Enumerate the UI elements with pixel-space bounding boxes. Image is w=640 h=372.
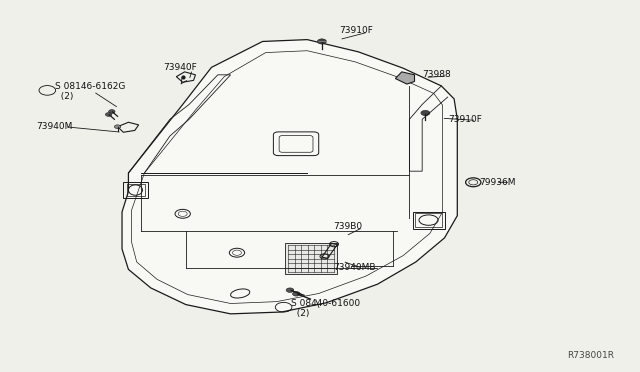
Circle shape [115,125,121,129]
Circle shape [106,113,112,116]
Circle shape [292,292,300,296]
Text: 73940F: 73940F [164,63,197,72]
Circle shape [317,39,326,44]
Text: 73988: 73988 [422,70,451,79]
Text: 73910F: 73910F [448,115,481,124]
Circle shape [286,288,294,292]
Text: 79936M: 79936M [479,178,516,187]
Text: 739B0: 739B0 [333,222,362,231]
Text: 73940MB: 73940MB [333,263,375,272]
Text: 73910F: 73910F [339,26,373,35]
Circle shape [421,110,430,116]
Text: 73940M: 73940M [36,122,72,131]
Polygon shape [122,39,458,314]
Text: S 08146-6162G
  (2): S 08146-6162G (2) [55,82,125,101]
Polygon shape [285,243,337,274]
Text: S 08440-61600
  (2): S 08440-61600 (2) [291,299,360,318]
Polygon shape [396,72,415,84]
Text: R738001R: R738001R [567,351,614,360]
Circle shape [109,110,115,113]
